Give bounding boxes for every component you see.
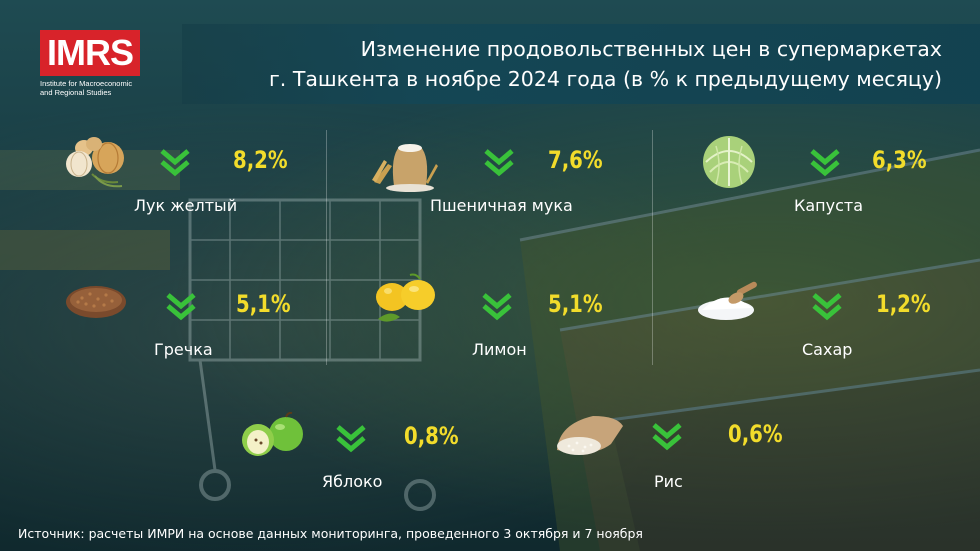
column-divider — [652, 130, 653, 365]
logo-subtitle: Institute for Macroeconomic and Regional… — [40, 79, 133, 97]
column-divider — [326, 130, 327, 365]
price-item: 5,1% Лимон — [370, 270, 670, 370]
product-name: Лимон — [472, 340, 527, 359]
price-change-value: 0,6% — [728, 420, 783, 448]
product-name: Гречка — [154, 340, 213, 359]
price-item: 6,3% Капуста — [696, 136, 980, 236]
cabbage-icon — [703, 136, 755, 188]
page-title: Изменение продовольственных цен в суперм… — [222, 34, 942, 94]
price-change-value: 5,1% — [236, 290, 291, 318]
price-item: 8,2% Лук желтый — [62, 136, 362, 236]
price-item: 1,2% Сахар — [696, 280, 980, 380]
chevron-down-icon — [484, 149, 514, 177]
logo-wordmark: IMRS — [40, 30, 140, 76]
price-item: 0,8% Яблоко — [238, 412, 538, 512]
product-name: Яблоко — [322, 472, 383, 491]
chevron-down-icon — [166, 293, 196, 321]
chevron-down-icon — [812, 293, 842, 321]
rice-sack-icon — [557, 416, 623, 455]
source-note: Источник: расчеты ИМРИ на основе данных … — [18, 526, 643, 541]
price-item: 5,1% Гречка — [62, 280, 362, 380]
price-change-value: 0,8% — [404, 422, 459, 450]
chevron-down-icon — [810, 149, 840, 177]
sugar-icon — [698, 281, 757, 320]
title-banner: Изменение продовольственных цен в суперм… — [182, 24, 980, 104]
buckwheat-icon — [66, 286, 126, 318]
page-title-line-1: Изменение продовольственных цен в суперм… — [360, 37, 942, 61]
onion-icon — [66, 137, 124, 188]
page-title-line-2: г. Ташкента в ноябре 2024 года (в % к пр… — [269, 67, 942, 91]
flour-sack-icon — [372, 144, 438, 192]
price-change-value: 7,6% — [548, 146, 603, 174]
product-name: Сахар — [802, 340, 853, 359]
chevron-down-icon — [336, 425, 366, 453]
lemon-icon — [376, 273, 435, 322]
price-change-value: 1,2% — [876, 290, 931, 318]
product-name: Лук желтый — [134, 196, 238, 215]
price-change-value: 8,2% — [233, 146, 288, 174]
product-name: Капуста — [794, 196, 864, 215]
price-item: 0,6% Рис — [550, 410, 850, 510]
chevron-down-icon — [652, 423, 682, 451]
chevron-down-icon — [160, 149, 190, 177]
product-name: Пшеничная мука — [430, 196, 573, 215]
apple-icon — [242, 412, 303, 456]
price-change-value: 6,3% — [872, 146, 927, 174]
price-change-value: 5,1% — [548, 290, 603, 318]
chevron-down-icon — [482, 293, 512, 321]
imrs-logo: IMRS Institute for Macroeconomic and Reg… — [40, 30, 144, 97]
product-name: Рис — [654, 472, 683, 491]
price-item: 7,6% Пшеничная мука — [370, 136, 670, 236]
